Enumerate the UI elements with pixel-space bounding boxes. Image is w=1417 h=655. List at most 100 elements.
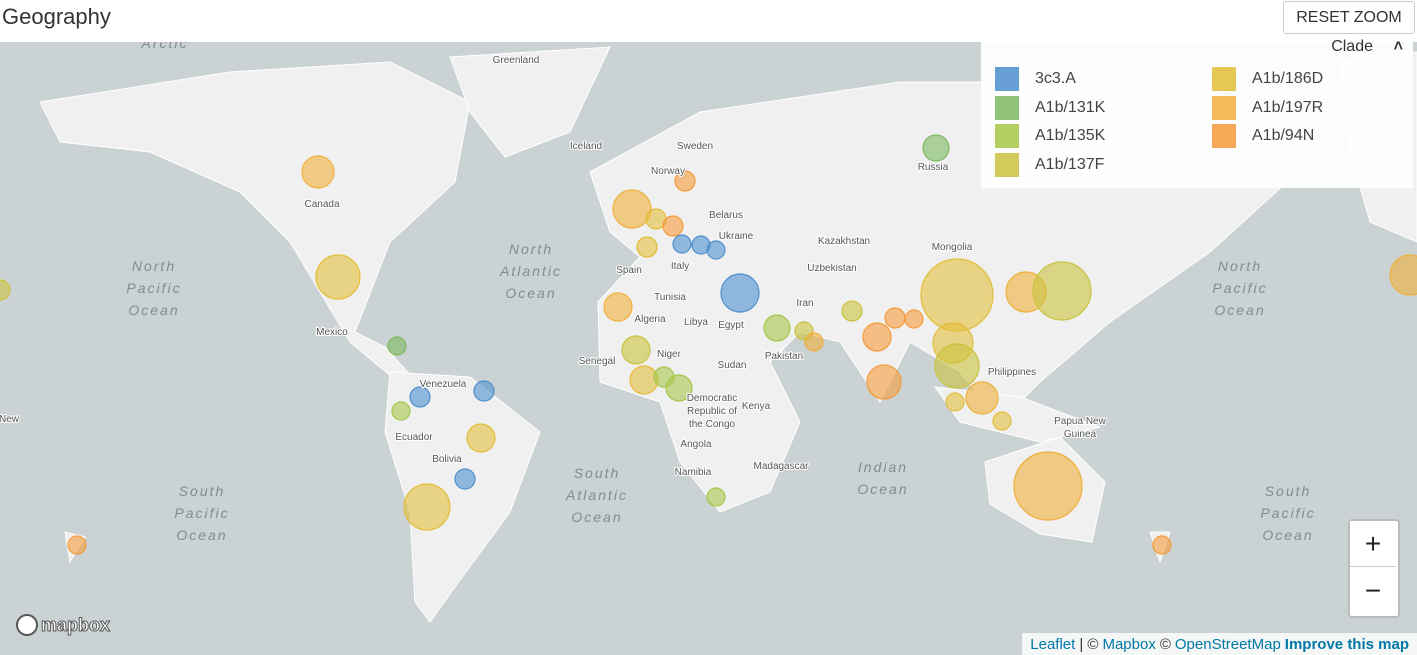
place-label: Ecuador (395, 432, 433, 443)
legend-toggle[interactable]: ˄ (1393, 38, 1403, 55)
separator: © (1159, 635, 1171, 653)
pie[interactable] (665, 374, 693, 402)
ocean-line: Ocean (1262, 527, 1313, 543)
pie[interactable] (992, 411, 1012, 431)
pie[interactable] (473, 380, 495, 402)
zoom-in[interactable]: + (1350, 521, 1396, 567)
ocean-line: Pacific (1212, 280, 1267, 296)
place-label: Uzbekistan (807, 263, 856, 274)
pie[interactable] (391, 401, 411, 421)
place-label: Madagascar (753, 461, 809, 472)
legend-item[interactable]: A1b/131K (995, 95, 1105, 121)
legend-title[interactable]: Clade (1331, 38, 1373, 55)
pie[interactable] (603, 292, 633, 322)
pies (0, 134, 1417, 555)
pie[interactable] (454, 468, 476, 490)
legend-label: A1b/94N (1252, 127, 1315, 144)
pie[interactable] (674, 170, 696, 192)
place-label: Mongolia (932, 242, 973, 253)
pie[interactable] (862, 322, 892, 352)
pie[interactable] (612, 189, 652, 229)
ocean-line: Ocean (128, 302, 179, 318)
legend-swatch (995, 152, 1019, 177)
pie[interactable] (965, 381, 999, 415)
legend-item[interactable]: A1b/135K (995, 123, 1105, 149)
reset-zoom-button[interactable]: RESET ZOOM (1283, 1, 1415, 34)
pie[interactable] (763, 314, 791, 342)
pie[interactable] (67, 535, 87, 555)
pie[interactable] (315, 254, 361, 300)
leaflet-link[interactable]: Leaflet (1030, 635, 1076, 653)
place-label: Russia (918, 162, 949, 173)
ocean-line: Pacific (1260, 505, 1315, 521)
pie[interactable] (621, 335, 651, 365)
attribution: Leaflet | © Mapbox © OpenStreetMap Impro… (1022, 633, 1417, 655)
place-label: Libya (684, 317, 708, 328)
pie[interactable] (804, 332, 824, 352)
legend-item[interactable]: A1b/197R (1212, 95, 1323, 121)
pie[interactable] (403, 483, 451, 531)
place-label: Senegal (579, 356, 616, 367)
pie[interactable] (629, 365, 659, 395)
legend-item[interactable]: A1b/186D (1212, 66, 1323, 92)
legend-item[interactable]: A1b/94N (1212, 123, 1314, 149)
legend-label: A1b/137F (1035, 155, 1105, 173)
separator: | © (1079, 635, 1099, 653)
pie[interactable] (922, 134, 950, 162)
legend-item[interactable]: 3c3.A (995, 66, 1076, 92)
place-label: Egypt (718, 320, 744, 331)
pie[interactable] (720, 273, 760, 313)
osm-link[interactable]: OpenStreetMap (1174, 635, 1281, 653)
pie[interactable] (920, 258, 994, 332)
pie[interactable] (466, 423, 496, 453)
improve-link[interactable]: Improve this map (1284, 635, 1409, 653)
legend-label: A1b/186D (1252, 70, 1324, 87)
pie[interactable] (0, 279, 11, 301)
place-label: New (0, 414, 20, 425)
ocean-line: South (1265, 483, 1312, 499)
legend-swatch (995, 95, 1019, 120)
place-label: Sudan (718, 360, 747, 371)
pie[interactable] (866, 364, 902, 400)
pie[interactable] (301, 155, 335, 189)
pie[interactable] (706, 487, 726, 507)
pie[interactable] (409, 386, 431, 408)
pie[interactable] (636, 236, 658, 258)
place-label: Ukraine (719, 231, 754, 242)
place-label: Sweden (677, 141, 713, 152)
place-label: Iceland (570, 141, 602, 152)
mapbox-link[interactable]: Mapbox (1102, 635, 1156, 653)
mapbox-logo[interactable]: mapbox (16, 614, 111, 636)
pie[interactable] (1032, 261, 1092, 321)
pie[interactable] (387, 336, 407, 356)
pie[interactable] (841, 300, 863, 322)
pie[interactable] (1152, 535, 1172, 555)
pie[interactable] (662, 215, 684, 237)
place-label: Norway (651, 166, 685, 177)
ocean-label: South Atlantic Ocean (565, 465, 628, 525)
pie[interactable] (884, 307, 906, 329)
legend-item[interactable]: A1b/137F (995, 152, 1104, 178)
pie[interactable] (934, 343, 980, 389)
ocean-label: South Pacific Ocean (174, 483, 229, 543)
pie[interactable] (904, 309, 924, 329)
legend-label: A1b/135K (1035, 127, 1106, 144)
place-label: Republic of (687, 406, 737, 417)
place-label: Niger (657, 349, 682, 360)
legend-swatch (1212, 124, 1236, 148)
place-label: Belarus (709, 210, 743, 221)
place-label: Spain (616, 265, 642, 276)
pie[interactable] (1013, 451, 1083, 521)
pie[interactable] (1389, 254, 1417, 296)
place-labels: Greenland Iceland Sweden Norway Russia C… (0, 54, 1108, 479)
pie[interactable] (945, 392, 965, 412)
ocean-line: Ocean (505, 285, 556, 301)
header: Geography RESET ZOOM (0, 0, 1417, 42)
ocean-line: South (574, 465, 621, 481)
legend-label: 3c3.A (1035, 70, 1076, 87)
zoom-out[interactable]: − (1350, 568, 1396, 613)
pie[interactable] (672, 234, 692, 254)
place-label: Philippines (988, 367, 1036, 378)
pie[interactable] (706, 240, 726, 260)
